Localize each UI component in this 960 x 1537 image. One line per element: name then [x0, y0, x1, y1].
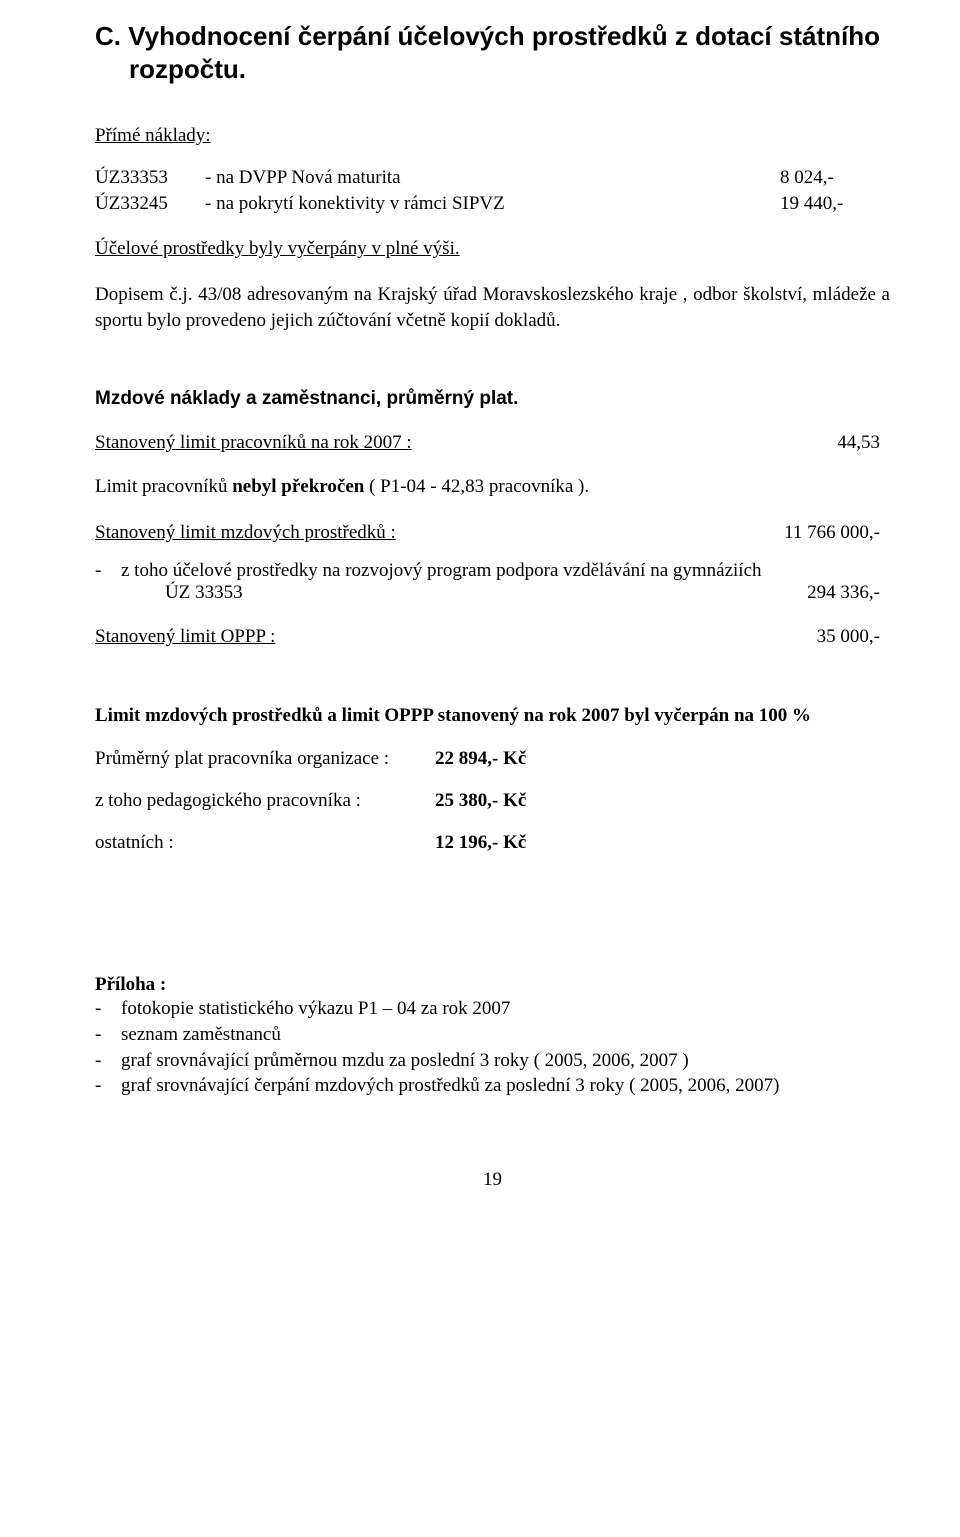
attachment-item: - graf srovnávající průměrnou mzdu za po… — [95, 1048, 890, 1074]
document-page: C. Vyhodnocení čerpání účelových prostře… — [0, 0, 960, 1221]
attachment-text: graf srovnávající průměrnou mzdu za posl… — [121, 1048, 890, 1074]
dash-icon: - — [95, 560, 121, 582]
attachment-text: fotokopie statistického výkazu P1 – 04 z… — [121, 996, 890, 1022]
dash-icon: - — [95, 996, 121, 1022]
oppp-value: 35 000,- — [817, 626, 890, 648]
dash-icon: - — [95, 1073, 121, 1099]
not-exceeded-bold: nebyl překročen — [232, 476, 364, 497]
attachment-item: - seznam zaměstnanců — [95, 1022, 890, 1048]
workers-limit-label: Stanovený limit pracovníků na rok 2007 : — [95, 432, 412, 454]
bold-limit-line: Limit mzdových prostředků a limit OPPP s… — [95, 703, 890, 729]
bullet-row: - z toho účelové prostředky na rozvojový… — [95, 560, 890, 582]
direct-costs-label: Přímé náklady: — [95, 125, 890, 147]
section-heading: C. Vyhodnocení čerpání účelových prostře… — [95, 20, 890, 85]
salary-label: z toho pedagogického pracovníka : — [95, 790, 435, 812]
cost-desc: - na pokrytí konektivity v rámci SIPVZ — [205, 191, 750, 217]
attachment-item: - graf srovnávající čerpání mzdových pro… — [95, 1073, 890, 1099]
cost-row: ÚZ33353 - na DVPP Nová maturita 8 024,- — [95, 165, 890, 191]
dash-icon: - — [95, 1022, 121, 1048]
letter-paragraph: Dopisem č.j. 43/08 adresovaným na Krajsk… — [95, 282, 890, 333]
cost-value: 8 024,- — [750, 165, 890, 191]
attachment-item: - fotokopie statistického výkazu P1 – 04… — [95, 996, 890, 1022]
salary-row: ostatních : 12 196,- Kč — [95, 832, 890, 854]
salary-label: Průměrný plat pracovníka organizace : — [95, 748, 435, 770]
bullet-text: z toho účelové prostředky na rozvojový p… — [121, 560, 890, 582]
workers-limit-row: Stanovený limit pracovníků na rok 2007 :… — [95, 432, 890, 454]
uz-value: 294 336,- — [807, 582, 880, 604]
heading-letter: C. — [95, 21, 121, 51]
salary-value: 22 894,- Kč — [435, 748, 526, 770]
attachment-text: seznam zaměstnanců — [121, 1022, 890, 1048]
cost-row: ÚZ33245 - na pokrytí konektivity v rámci… — [95, 191, 890, 217]
cost-desc: - na DVPP Nová maturita — [205, 165, 750, 191]
workers-limit-value: 44,53 — [837, 432, 890, 454]
uz-label: ÚZ 33353 — [165, 582, 243, 604]
not-exceeded-suffix: ( P1-04 - 42,83 pracovníka ). — [364, 476, 589, 497]
oppp-label: Stanovený limit OPPP : — [95, 626, 275, 648]
cost-value: 19 440,- — [750, 191, 890, 217]
attachment-text: graf srovnávající čerpání mzdových prost… — [121, 1073, 890, 1099]
uz-row: ÚZ 33353 294 336,- — [95, 582, 890, 604]
dash-icon: - — [95, 1048, 121, 1074]
exhausted-line: Účelové prostředky byly vyčerpány v plné… — [95, 236, 890, 262]
salary-row: z toho pedagogického pracovníka : 25 380… — [95, 790, 890, 812]
cost-code: ÚZ33353 — [95, 165, 205, 191]
heading-line-1: Vyhodnocení čerpání účelových prostředků… — [128, 21, 880, 51]
oppp-row: Stanovený limit OPPP : 35 000,- — [95, 626, 890, 648]
attachment-heading: Příloha : — [95, 974, 890, 996]
wage-funds-label: Stanovený limit mzdových prostředků : — [95, 522, 396, 544]
salary-row: Průměrný plat pracovníka organizace : 22… — [95, 748, 890, 770]
heading-line-2: rozpočtu. — [95, 53, 890, 86]
salary-label: ostatních : — [95, 832, 435, 854]
salary-value: 12 196,- Kč — [435, 832, 526, 854]
wage-funds-row: Stanovený limit mzdových prostředků : 11… — [95, 522, 890, 544]
not-exceeded-prefix: Limit pracovníků — [95, 476, 232, 497]
cost-code: ÚZ33245 — [95, 191, 205, 217]
salary-value: 25 380,- Kč — [435, 790, 526, 812]
page-number: 19 — [95, 1169, 890, 1191]
not-exceeded-line: Limit pracovníků nebyl překročen ( P1-04… — [95, 474, 890, 500]
wages-heading: Mzdové náklady a zaměstnanci, průměrný p… — [95, 388, 890, 410]
wage-funds-value: 11 766 000,- — [784, 522, 890, 544]
